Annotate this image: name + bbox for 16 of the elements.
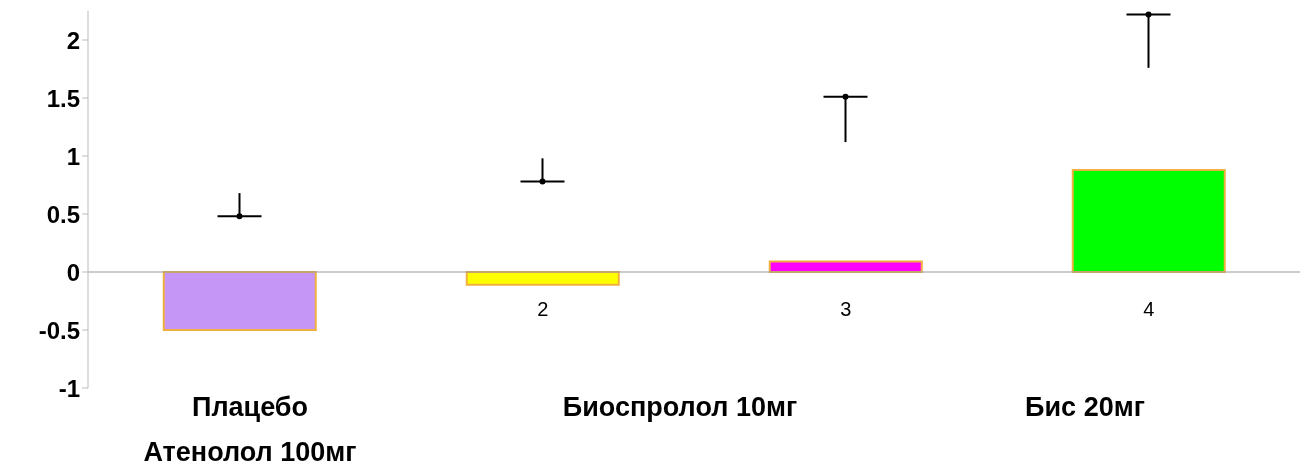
- bar: [162, 271, 317, 331]
- x-tick-label: 3: [840, 298, 852, 320]
- bar: [1071, 168, 1226, 273]
- x-tick-label: 2: [537, 298, 549, 320]
- y-tick-label: 1: [66, 142, 80, 170]
- text: Бис 20мг: [1024, 392, 1146, 423]
- x-tick-label: 4: [1143, 298, 1155, 320]
- y-tick-label: 0.5: [46, 200, 80, 228]
- y-tick-label: 0: [66, 258, 80, 286]
- y-tick-label: -1: [58, 374, 80, 402]
- y-tick-label: 1.5: [46, 84, 80, 112]
- text: Плацебо: [191, 392, 309, 423]
- text: Биоспролол 10мг: [561, 392, 799, 423]
- y-tick-label: 2: [66, 26, 80, 54]
- y-tick-label: -0.5: [38, 316, 80, 344]
- text: Атенолол 100мг: [142, 437, 358, 468]
